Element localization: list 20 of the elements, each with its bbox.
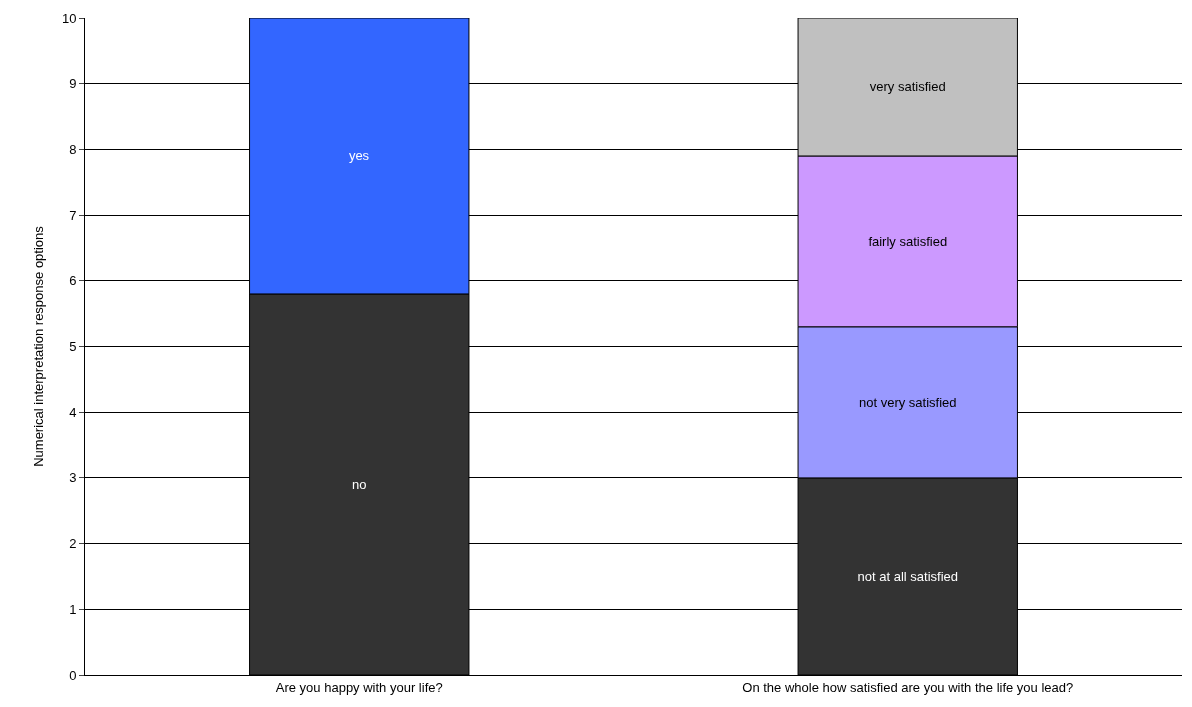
y-tick-label: 1 [69, 601, 77, 617]
y-tick-label: 2 [69, 536, 77, 552]
x-tick-label: Are you happy with your life? [275, 679, 443, 695]
y-tick-label: 7 [69, 207, 77, 223]
x-tick-label: On the whole how satisfied are you with the life you lead? [742, 679, 1074, 695]
series-label: not at all satisfied [857, 568, 958, 584]
y-tick-label: 5 [69, 339, 77, 355]
y-tick-label: 10 [61, 10, 77, 26]
y-tick-label: 3 [69, 470, 77, 486]
series-label: no [352, 476, 367, 492]
series-label: fairly satisfied [868, 233, 948, 249]
y-tick-label: 0 [69, 667, 77, 683]
series-label: yes [348, 148, 370, 164]
y-axis-title: Numerical interpretation response options [30, 225, 46, 467]
series-label: not very satisfied [858, 394, 957, 410]
series-label: very satisfied [869, 79, 946, 95]
y-tick-label: 4 [69, 404, 77, 420]
y-tick-label: 9 [69, 76, 77, 92]
y-tick-label: 8 [69, 141, 77, 157]
y-tick-label: 6 [69, 273, 77, 289]
